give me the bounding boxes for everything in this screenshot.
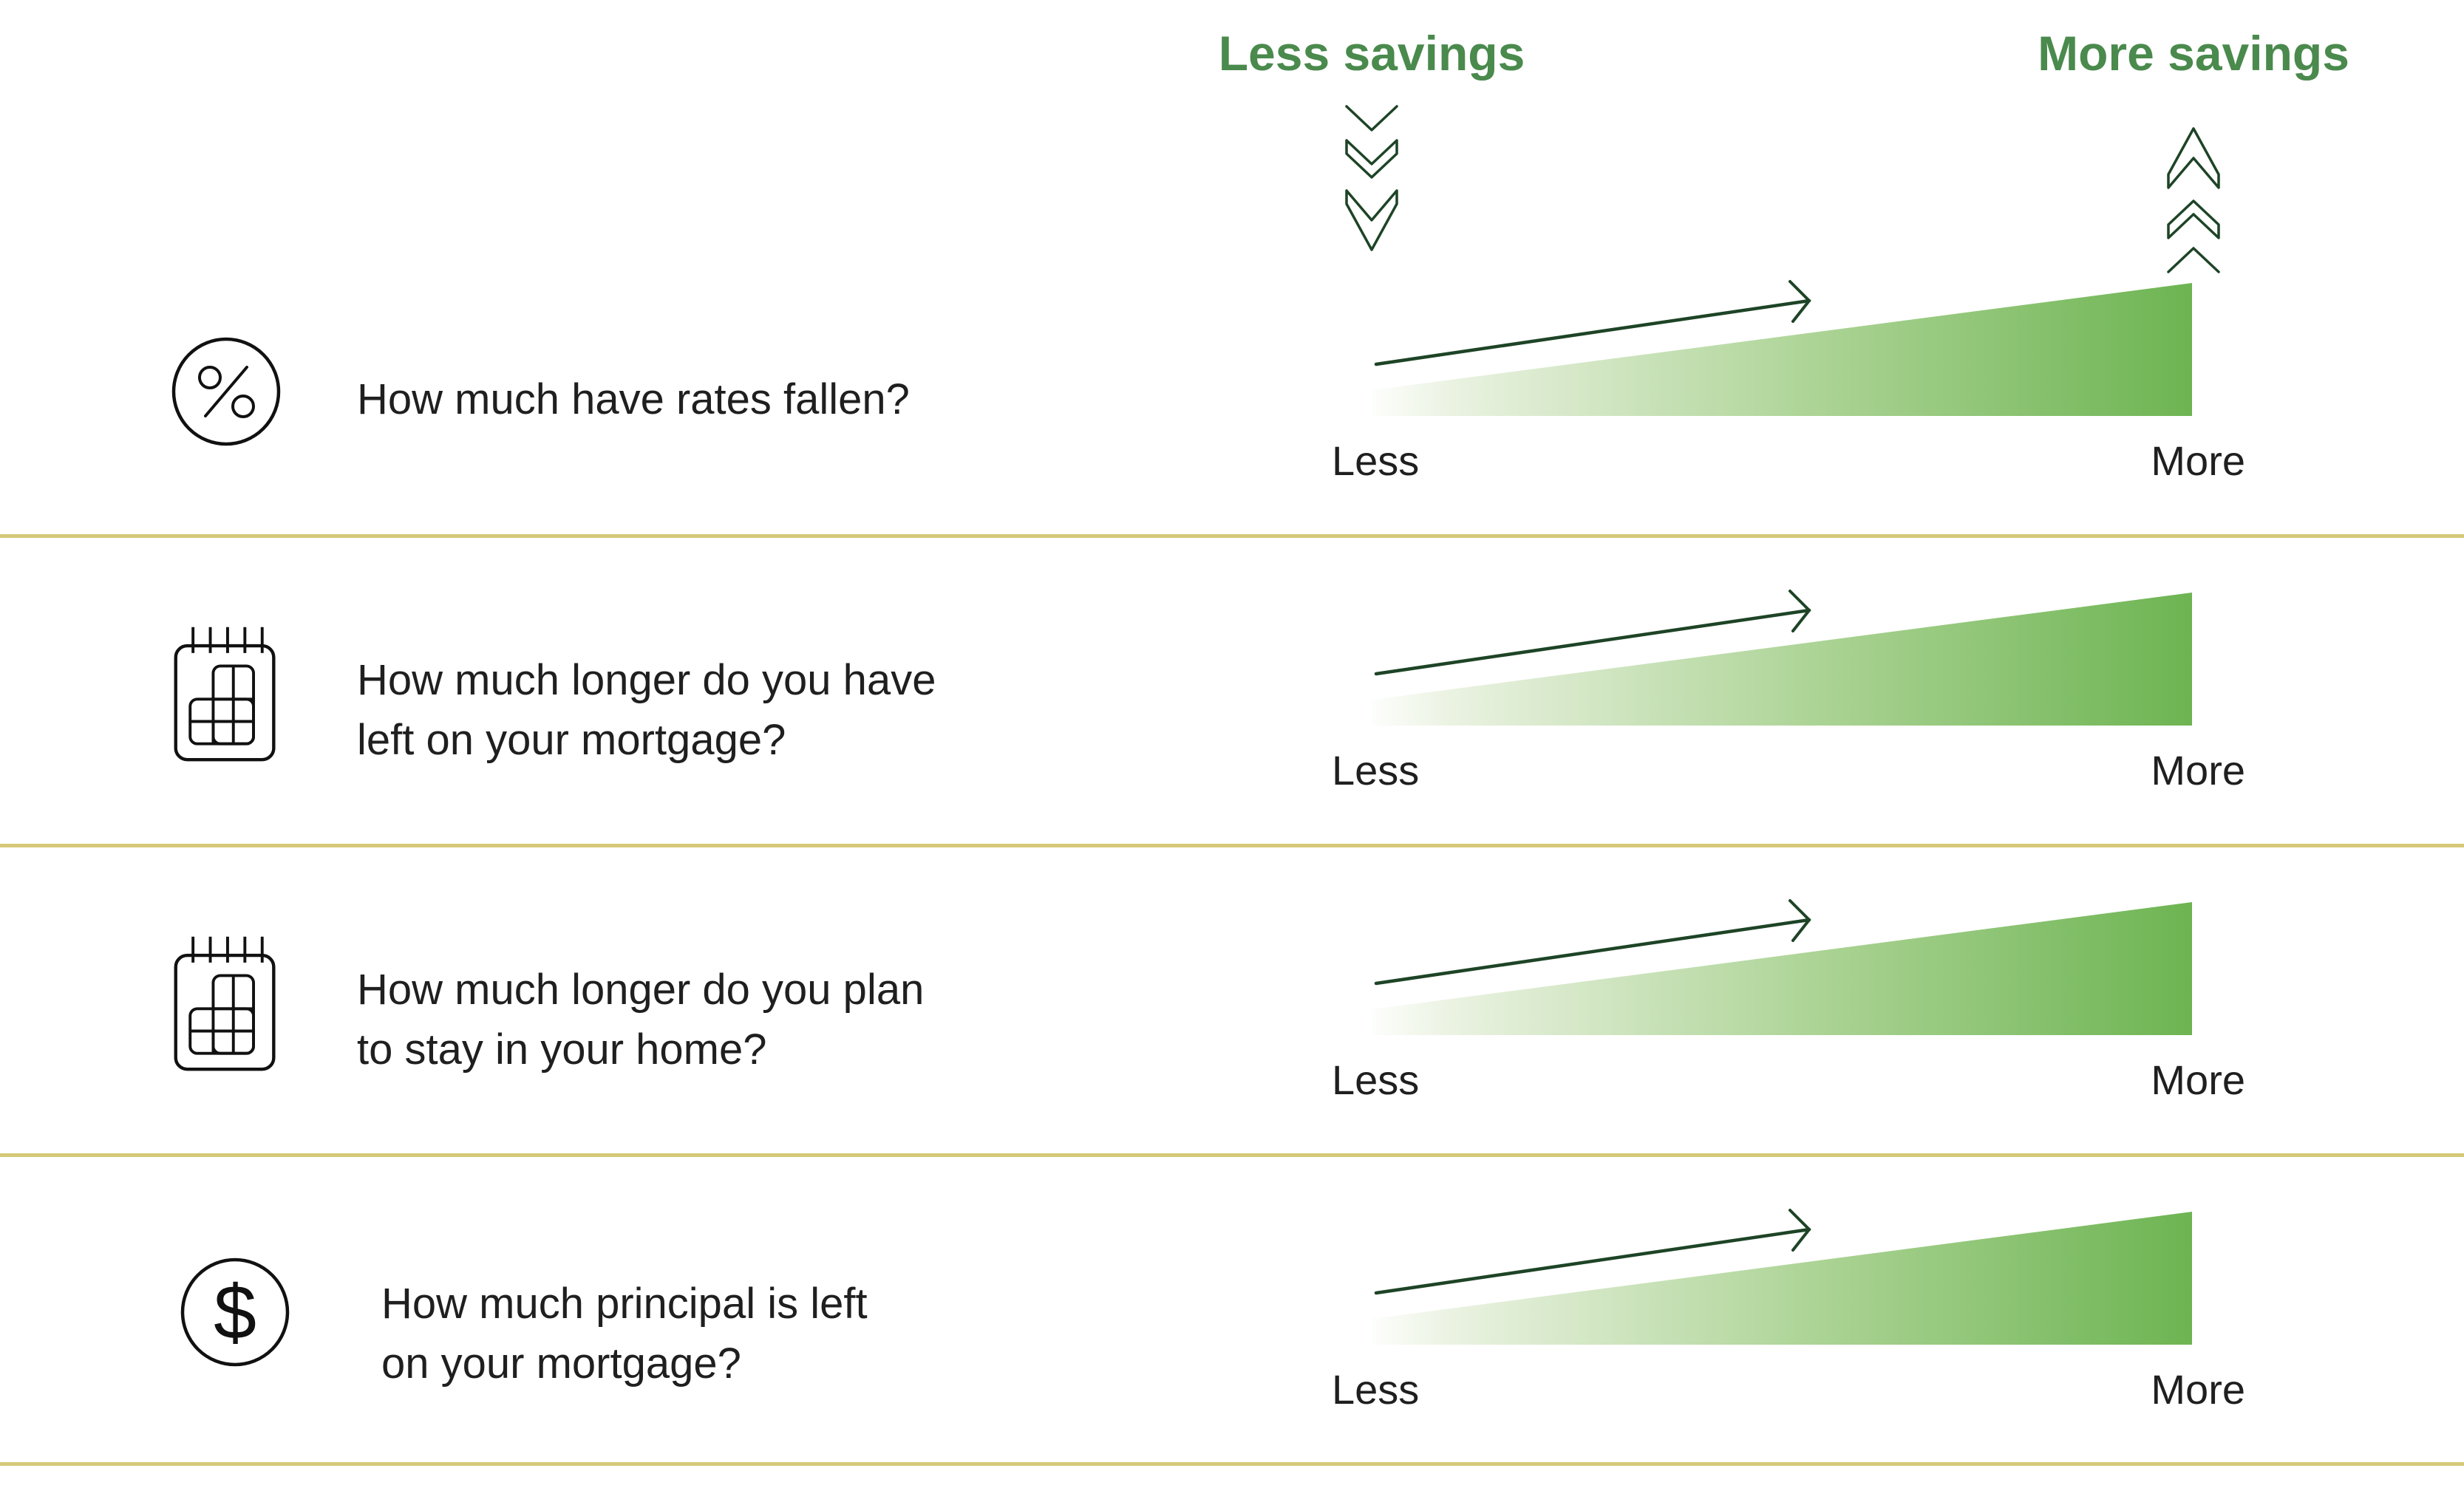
percent-icon	[167, 332, 285, 451]
dollar-icon: $	[176, 1253, 294, 1371]
wedge-axis-labels: Less More	[1332, 1365, 2245, 1413]
growth-arrow-icon	[1374, 280, 1811, 366]
more-label: More	[2151, 437, 2245, 484]
savings-wedge	[1372, 871, 2192, 1035]
less-label: Less	[1332, 747, 1420, 794]
more-savings-heading: More savings	[2038, 26, 2349, 81]
wedge-axis-labels: Less More	[1332, 1056, 2245, 1104]
savings-wedge	[1372, 562, 2192, 726]
question-line: How much longer do you plan	[357, 966, 925, 1014]
more-label: More	[2151, 747, 2245, 794]
less-label: Less	[1332, 1057, 1420, 1103]
svg-text:$: $	[214, 1270, 256, 1356]
savings-wedge	[1372, 1181, 2192, 1345]
calendar-icon	[169, 927, 284, 1076]
question-stay-home: How much longer do you plan to stay in y…	[357, 960, 924, 1079]
question-rates-fallen: How much have rates fallen?	[357, 369, 910, 429]
wedge-shape	[1372, 283, 2192, 416]
question-principal-left: How much principal is left on your mortg…	[381, 1274, 868, 1393]
more-label: More	[2151, 1057, 2245, 1103]
less-label: Less	[1332, 437, 1420, 484]
question-line: How much longer do you have	[357, 656, 936, 704]
question-line: on your mortgage?	[381, 1340, 741, 1388]
more-label: More	[2151, 1366, 2245, 1413]
question-line: left on your mortgage?	[357, 716, 786, 764]
row-divider	[0, 1153, 2464, 1157]
less-savings-heading: Less savings	[1218, 26, 1525, 81]
growth-arrow-icon	[1374, 1209, 1811, 1295]
wedge-shape	[1372, 593, 2192, 726]
growth-arrow-icon	[1374, 590, 1811, 676]
wedge-axis-labels: Less More	[1332, 437, 2245, 485]
question-line: How much principal is left	[381, 1280, 868, 1328]
question-line: to stay in your home?	[357, 1025, 767, 1074]
row-divider	[0, 844, 2464, 847]
wedge-shape	[1372, 902, 2192, 1035]
chevrons-down-icon	[1341, 103, 1403, 275]
wedge-shape	[1372, 1212, 2192, 1345]
growth-arrow-icon	[1374, 899, 1811, 986]
wedge-axis-labels: Less More	[1332, 746, 2245, 794]
row-divider	[0, 534, 2464, 538]
chevrons-up-icon	[2162, 103, 2225, 275]
calendar-icon	[169, 618, 284, 767]
question-line: How much have rates fallen?	[357, 375, 910, 423]
savings-wedge	[1372, 252, 2192, 416]
row-divider	[0, 1462, 2464, 1466]
less-label: Less	[1332, 1366, 1420, 1413]
question-mortgage-left: How much longer do you have left on your…	[357, 650, 936, 770]
